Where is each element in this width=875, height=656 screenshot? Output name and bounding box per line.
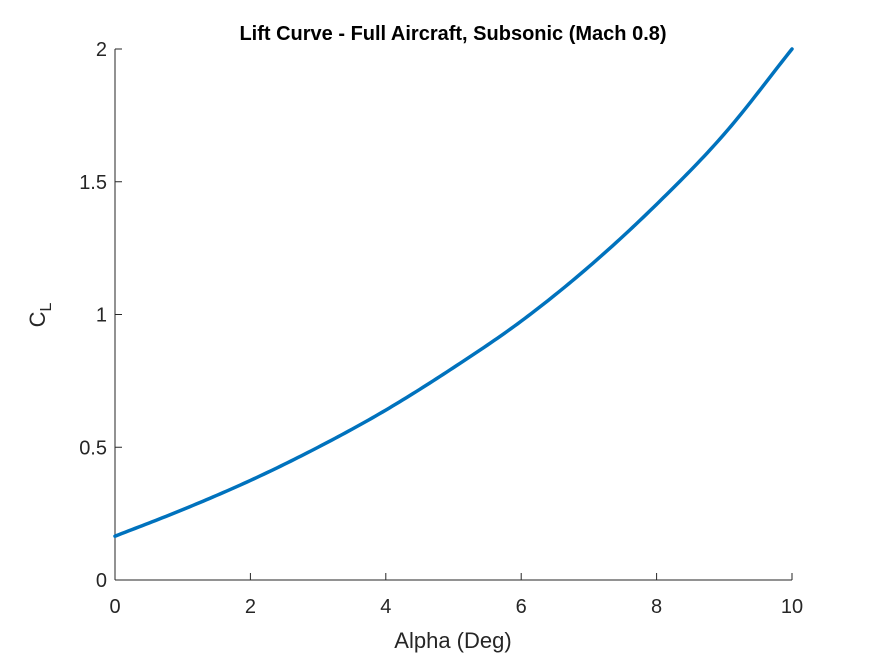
- x-axis-label: Alpha (Deg): [394, 628, 511, 653]
- plot-area: 0 2 4 6 8 10 0 0.5 1 1.5 2: [79, 39, 803, 618]
- y-tick-label: 0.5: [79, 437, 107, 459]
- y-ticks: 0 0.5 1 1.5 2: [79, 39, 122, 592]
- x-tick-label: 2: [245, 596, 256, 618]
- y-tick-label: 0: [96, 570, 107, 592]
- y-axis-label-subscript: L: [38, 303, 55, 312]
- y-axis-label: CL: [25, 303, 55, 328]
- x-tick-label: 8: [651, 596, 662, 618]
- x-tick-label: 6: [516, 596, 527, 618]
- x-ticks: 0 2 4 6 8 10: [109, 573, 803, 618]
- y-tick-label: 1: [96, 305, 107, 327]
- x-tick-label: 10: [781, 596, 803, 618]
- y-axis-label-main: C: [25, 311, 50, 327]
- y-tick-label: 2: [96, 39, 107, 61]
- x-tick-label: 4: [380, 596, 391, 618]
- x-tick-label: 0: [109, 596, 120, 618]
- y-tick-label: 1.5: [79, 172, 107, 194]
- chart-title: Lift Curve - Full Aircraft, Subsonic (Ma…: [239, 23, 666, 45]
- series-line-cl: [113, 47, 794, 538]
